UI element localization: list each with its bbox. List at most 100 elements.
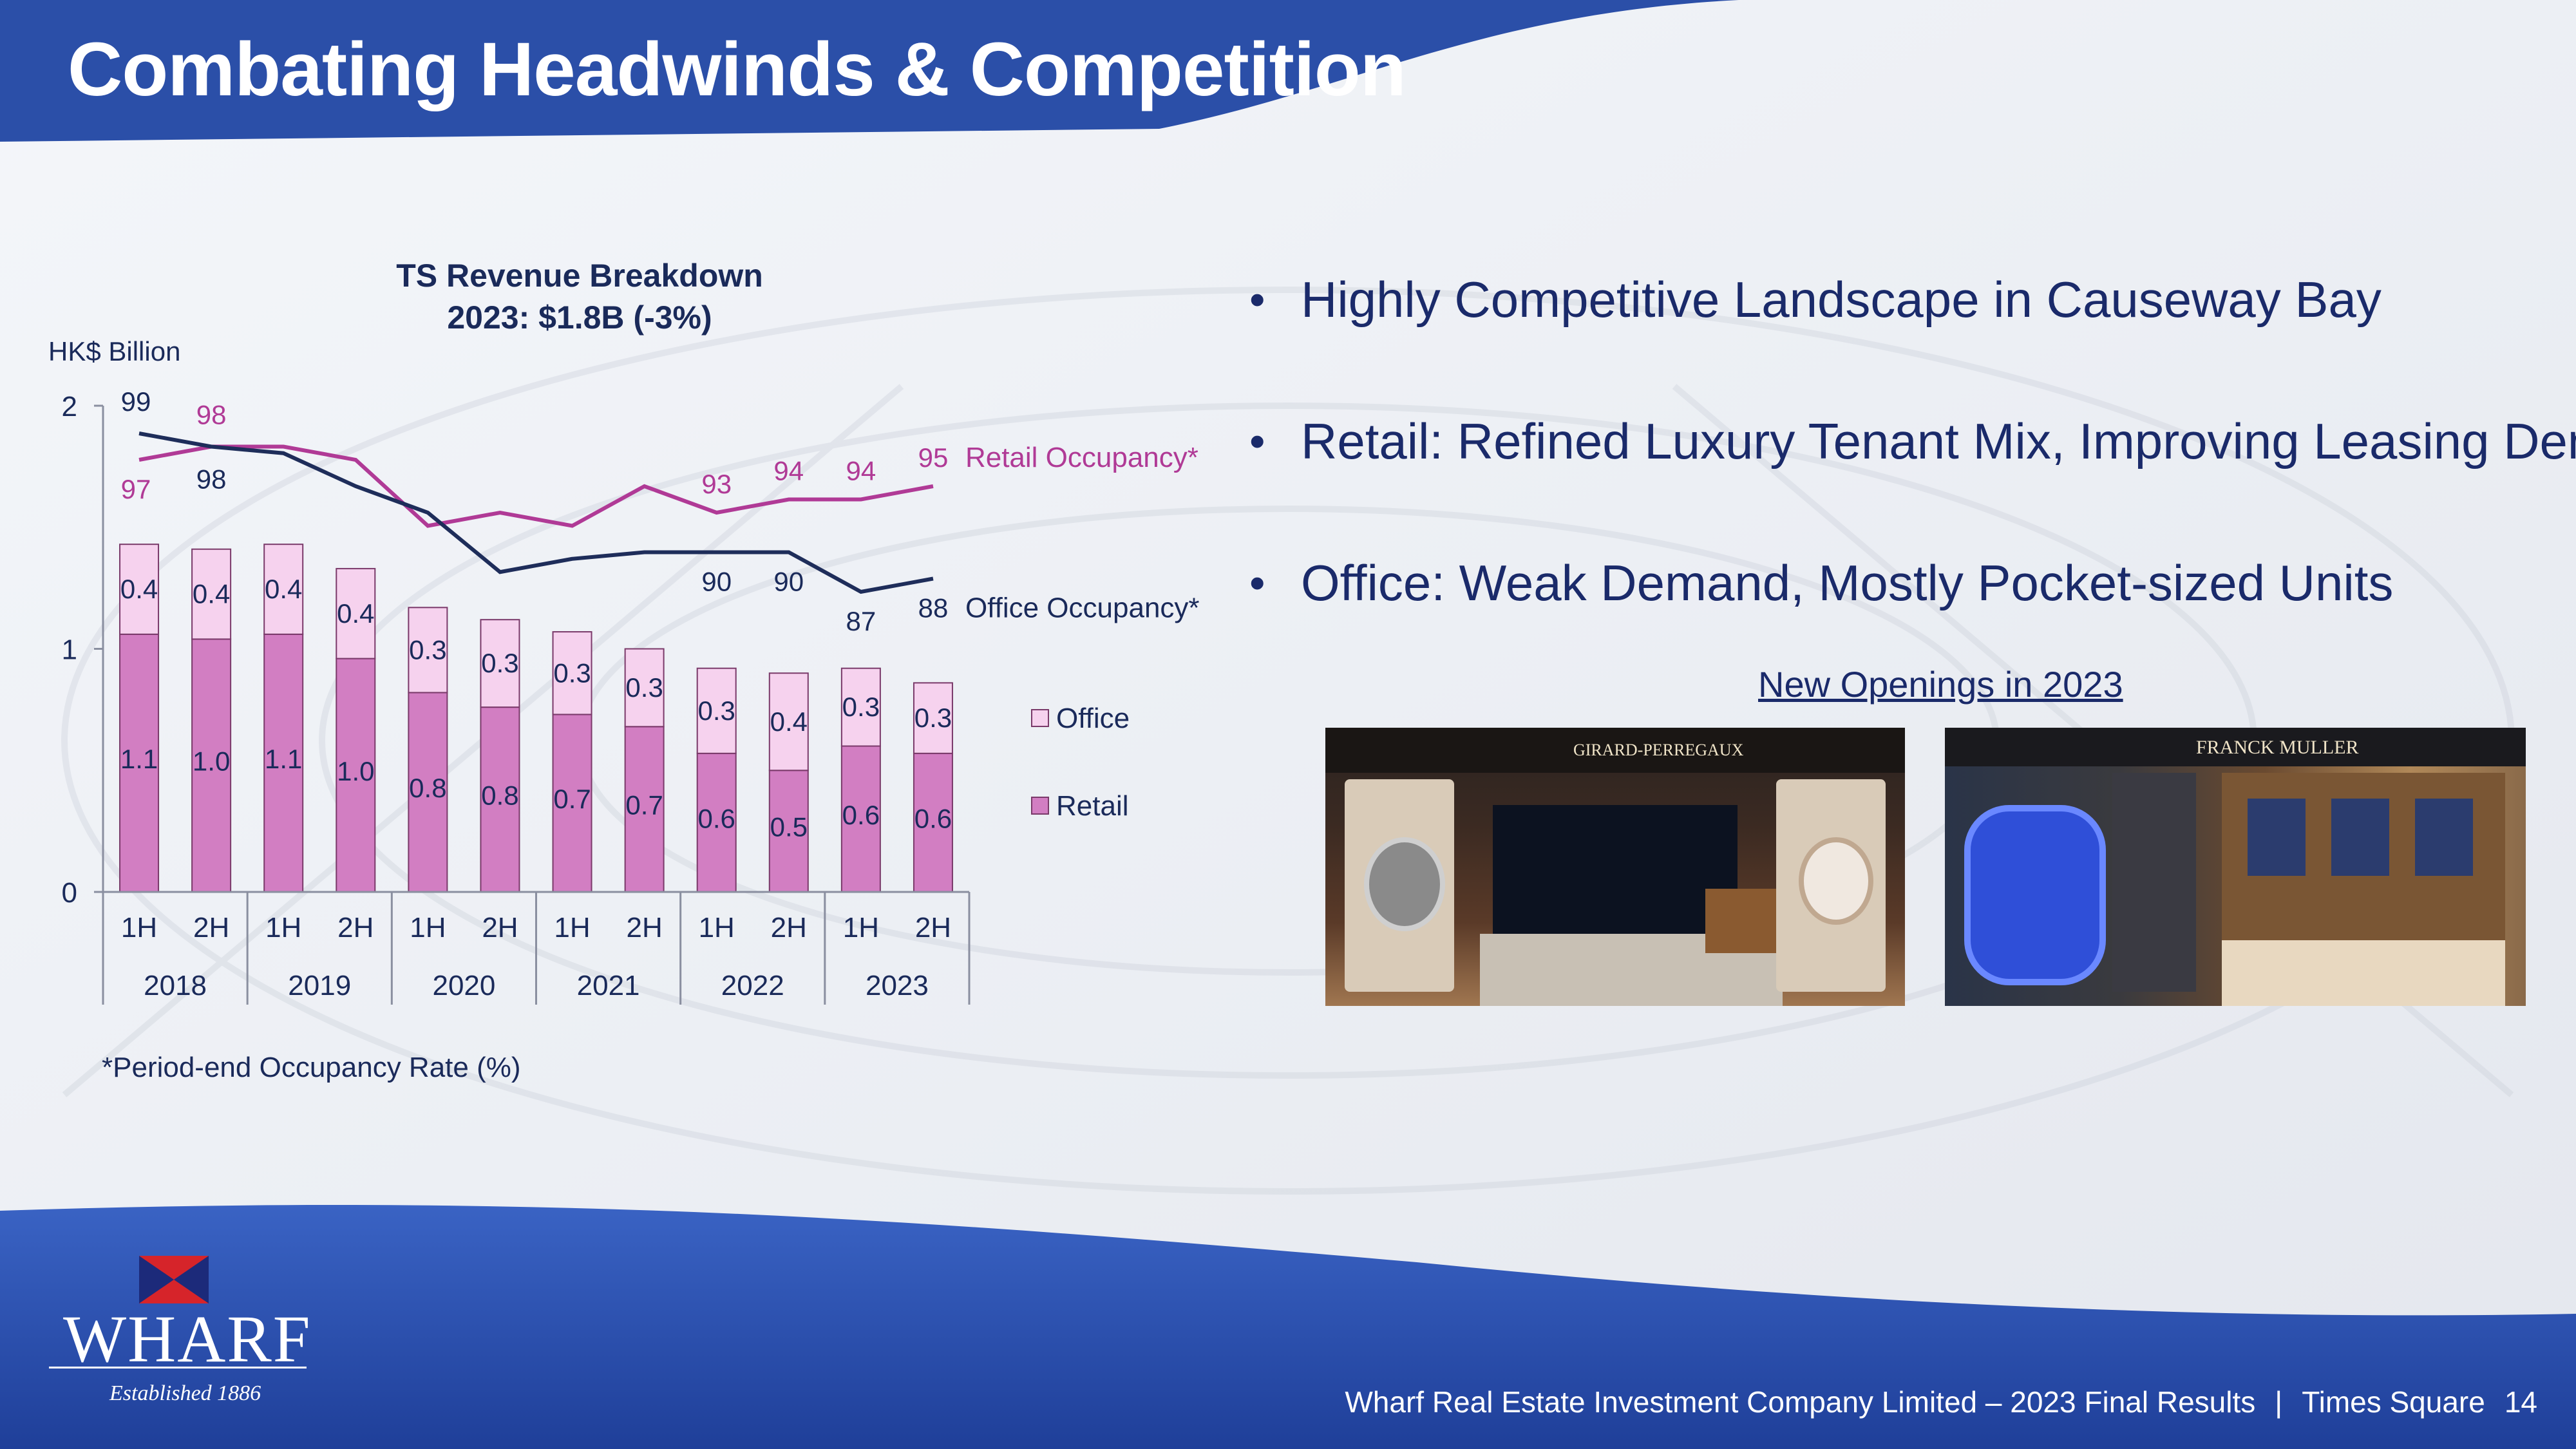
office-occupancy-value-label: 98	[196, 464, 227, 495]
x-tick-label: 2H	[193, 912, 229, 943]
footer-section: Times Square	[2302, 1385, 2485, 1419]
office-value-label: 0.3	[625, 672, 663, 703]
legend-swatch-office	[1031, 709, 1049, 727]
office-value-label: 0.3	[553, 658, 591, 688]
retail-value-label: 0.6	[842, 800, 880, 830]
office-bar	[119, 544, 160, 635]
office-value-label: 0.3	[842, 692, 880, 722]
office-value-label: 0.4	[120, 574, 158, 604]
girard-perregaux-store-photo: GIRARD-PERREGAUX	[1325, 728, 1905, 1006]
office-bar	[840, 667, 881, 747]
y-axis: 0 1 2	[62, 391, 104, 909]
office-occupancy-value-label: 87	[846, 606, 876, 636]
retail-occupancy-value-label: 94	[846, 456, 876, 486]
office-occupancy-value-label: 99	[121, 386, 151, 417]
bullet-dot: •	[1249, 274, 1265, 325]
office-value-label: 0.4	[193, 579, 230, 609]
bullet-dot: •	[1249, 416, 1265, 466]
top-banner	[0, 0, 1739, 142]
x-tick-label: 1H	[265, 912, 301, 943]
y-axis-label: HK$ Billion	[48, 336, 180, 366]
office-bar	[696, 667, 737, 754]
retail-value-label: 0.5	[770, 812, 808, 842]
x-tick-label: 2H	[482, 912, 518, 943]
x-tick-label: 1H	[843, 912, 879, 943]
retail-bar	[263, 633, 304, 893]
office-bar	[768, 672, 809, 772]
year-group-label: 2022	[721, 970, 784, 1001]
wharf-logo-mark	[139, 1256, 209, 1303]
occupancy-footnote: *Period-end Occupancy Rate (%)	[102, 1052, 521, 1083]
office-value-label: 0.4	[265, 574, 302, 604]
logo-tagline: Established 1886	[109, 1381, 261, 1405]
year-group-label: 2018	[144, 970, 207, 1001]
office-bar	[263, 544, 304, 635]
retail-occupancy-value-label: 94	[773, 456, 804, 486]
slide-footer: Wharf Real Estate Investment Company Lim…	[1325, 1385, 2537, 1419]
retail-occupancy-value-label: 97	[121, 474, 151, 504]
bullet-dot: •	[1249, 558, 1265, 608]
office-bar	[408, 607, 448, 694]
bullet-item: • Highly Competitive Landscape in Causewa…	[1249, 264, 2563, 406]
new-openings-heading: New Openings in 2023	[1758, 664, 2123, 705]
x-tick-label: 1H	[699, 912, 735, 943]
y-tick-label: 1	[62, 634, 77, 666]
store-sign: FRANCK MULLER	[2196, 737, 2359, 758]
retail-value-label: 1.0	[193, 746, 230, 777]
office-occupancy-value-label: 90	[701, 567, 732, 597]
office-value-label: 0.4	[770, 706, 808, 737]
office-value-label: 0.4	[337, 598, 374, 629]
logo-divider	[49, 1367, 307, 1368]
retail-bar	[336, 658, 376, 893]
bullet-item: • Office: Weak Demand, Mostly Pocket-size…	[1249, 547, 2563, 689]
key-points-list: • Highly Competitive Landscape in Causewa…	[1249, 264, 2576, 689]
retail-occupancy-series-label: Retail Occupancy*	[965, 442, 1198, 473]
office-bar	[913, 682, 953, 754]
year-group-label: 2020	[432, 970, 495, 1001]
wharf-logo-text: WHARF	[63, 1302, 312, 1376]
office-occupancy-line	[138, 431, 934, 594]
office-bar	[336, 567, 376, 659]
retail-occupancy-value-label: 95	[918, 442, 949, 473]
chart-subtitle: 2023: $1.8B (-3%)	[447, 299, 712, 336]
retail-bar	[480, 706, 520, 893]
x-axis: 1H 2H 1H 2H 1H 2H 1H 2H 1H 2H 1H 2H 2018 2019 2020 2021…	[102, 891, 971, 1005]
office-value-label: 0.3	[409, 634, 446, 665]
retail-value-label: 0.8	[481, 781, 518, 811]
retail-value-label: 0.6	[914, 803, 952, 833]
retail-bar	[191, 638, 232, 893]
legend-label-retail: Retail	[1056, 790, 1129, 822]
footer-separator: |	[2275, 1385, 2283, 1419]
retail-occupancy-value-label: 98	[196, 400, 227, 430]
legend-swatch-retail	[1031, 797, 1049, 815]
retail-occupancy-line	[138, 444, 934, 528]
x-tick-label: 2H	[771, 912, 807, 943]
office-value-label: 0.3	[914, 703, 952, 733]
retail-bar	[913, 752, 953, 893]
retail-value-label: 1.0	[337, 756, 374, 786]
x-tick-label: 2H	[915, 912, 951, 943]
retail-value-label: 0.6	[698, 803, 735, 833]
retail-value-label: 1.1	[120, 744, 158, 774]
footer-company: Wharf Real Estate Investment Company Lim…	[1345, 1385, 2256, 1419]
office-bar	[191, 548, 232, 640]
office-occupancy-series-label: Office Occupancy*	[965, 592, 1200, 624]
year-group-label: 2021	[577, 970, 640, 1001]
x-tick-label: 1H	[121, 912, 157, 943]
stacked-bars: 1.1 0.4 1.0 0.4 1.1 0.4 1.0 0.4 0.8 0.3 0.8 0.3 0.7 0…	[119, 544, 953, 893]
office-value-label: 0.3	[698, 696, 735, 726]
chart-legend: Office Retail	[1031, 703, 1130, 822]
office-value-label: 0.3	[481, 648, 518, 678]
retail-value-label: 1.1	[265, 744, 302, 774]
y-tick-label: 2	[62, 391, 77, 422]
bullet-text: Highly Competitive Landscape in Causeway…	[1301, 271, 2382, 328]
retail-value-label: 0.8	[409, 773, 446, 803]
legend-label-office: Office	[1056, 703, 1130, 734]
office-bar	[480, 619, 520, 708]
x-tick-label: 2H	[337, 912, 374, 943]
retail-occupancy-value-label: 93	[701, 469, 732, 499]
page-number: 14	[2504, 1385, 2537, 1419]
office-occupancy-value-label: 88	[918, 593, 949, 623]
retail-value-label: 0.7	[553, 784, 591, 814]
